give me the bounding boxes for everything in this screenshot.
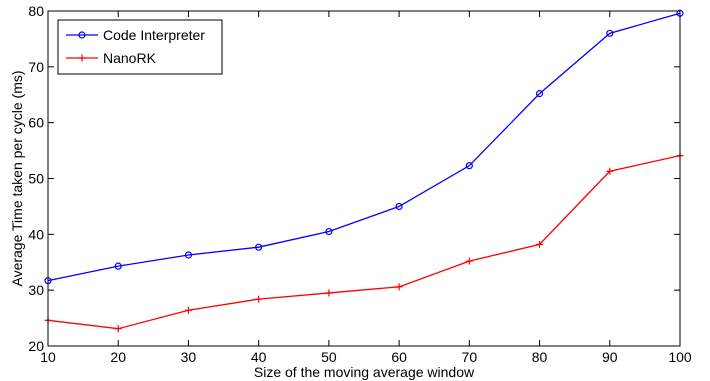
y-axis-title: Average Time taken per cycle (ms) — [9, 70, 25, 286]
series-layer — [44, 9, 684, 333]
y-tick-label: 30 — [28, 282, 44, 298]
x-tick-label: 60 — [391, 349, 407, 365]
legend: Code Interpreter NanoRK — [57, 19, 223, 75]
x-tick-label: 50 — [321, 349, 337, 365]
legend-label: Code Interpreter — [103, 27, 205, 43]
data-point — [465, 162, 473, 170]
data-point — [536, 240, 544, 248]
x-tick-label: 20 — [110, 349, 126, 365]
x-axis-title: Size of the moving average window — [254, 364, 475, 380]
data-point — [606, 167, 614, 175]
legend-item: NanoRK — [66, 50, 157, 66]
data-point — [465, 257, 473, 265]
legend-label: NanoRK — [103, 50, 157, 66]
data-point — [395, 283, 403, 291]
data-point — [184, 306, 192, 314]
data-point — [325, 289, 333, 297]
y-tick-label: 50 — [28, 171, 44, 187]
x-tick-label: 90 — [602, 349, 618, 365]
legend-item: Code Interpreter — [66, 27, 205, 43]
x-tick-label: 70 — [462, 349, 478, 365]
x-tick-label: 80 — [532, 349, 548, 365]
y-tick-label: 60 — [28, 115, 44, 131]
data-point — [255, 295, 263, 303]
x-tick-label: 30 — [181, 349, 197, 365]
axis-ticks — [47, 10, 681, 347]
data-point — [325, 227, 333, 236]
data-point — [114, 262, 122, 270]
legend-marker — [78, 54, 86, 62]
x-tick-label: 40 — [251, 349, 267, 365]
data-point — [114, 325, 122, 333]
legend-marker — [78, 31, 86, 39]
series-line — [47, 12, 681, 282]
y-tick-label: 20 — [28, 338, 44, 354]
data-point — [535, 90, 544, 98]
plot-frame — [47, 10, 681, 347]
x-tick-label: 100 — [668, 349, 692, 365]
series-line — [47, 154, 681, 330]
y-tick-label: 80 — [28, 3, 44, 19]
data-point — [606, 29, 614, 37]
data-point — [395, 202, 403, 211]
series-nanork — [44, 152, 684, 333]
legend-box — [57, 19, 223, 75]
data-point — [255, 243, 263, 251]
y-tick-label: 70 — [28, 59, 44, 75]
y-tick-label: 40 — [28, 226, 44, 242]
data-point — [184, 251, 193, 259]
x-tick-label: 10 — [40, 349, 56, 365]
